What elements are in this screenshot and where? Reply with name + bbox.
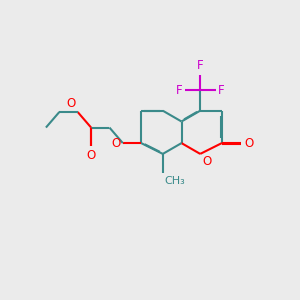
Text: F: F bbox=[197, 59, 203, 72]
Text: O: O bbox=[66, 98, 75, 110]
Text: F: F bbox=[218, 84, 225, 97]
Text: CH₃: CH₃ bbox=[164, 176, 185, 186]
Text: O: O bbox=[86, 149, 96, 162]
Text: O: O bbox=[202, 155, 212, 168]
Text: O: O bbox=[244, 136, 254, 150]
Text: F: F bbox=[176, 84, 182, 97]
Text: O: O bbox=[111, 136, 120, 150]
